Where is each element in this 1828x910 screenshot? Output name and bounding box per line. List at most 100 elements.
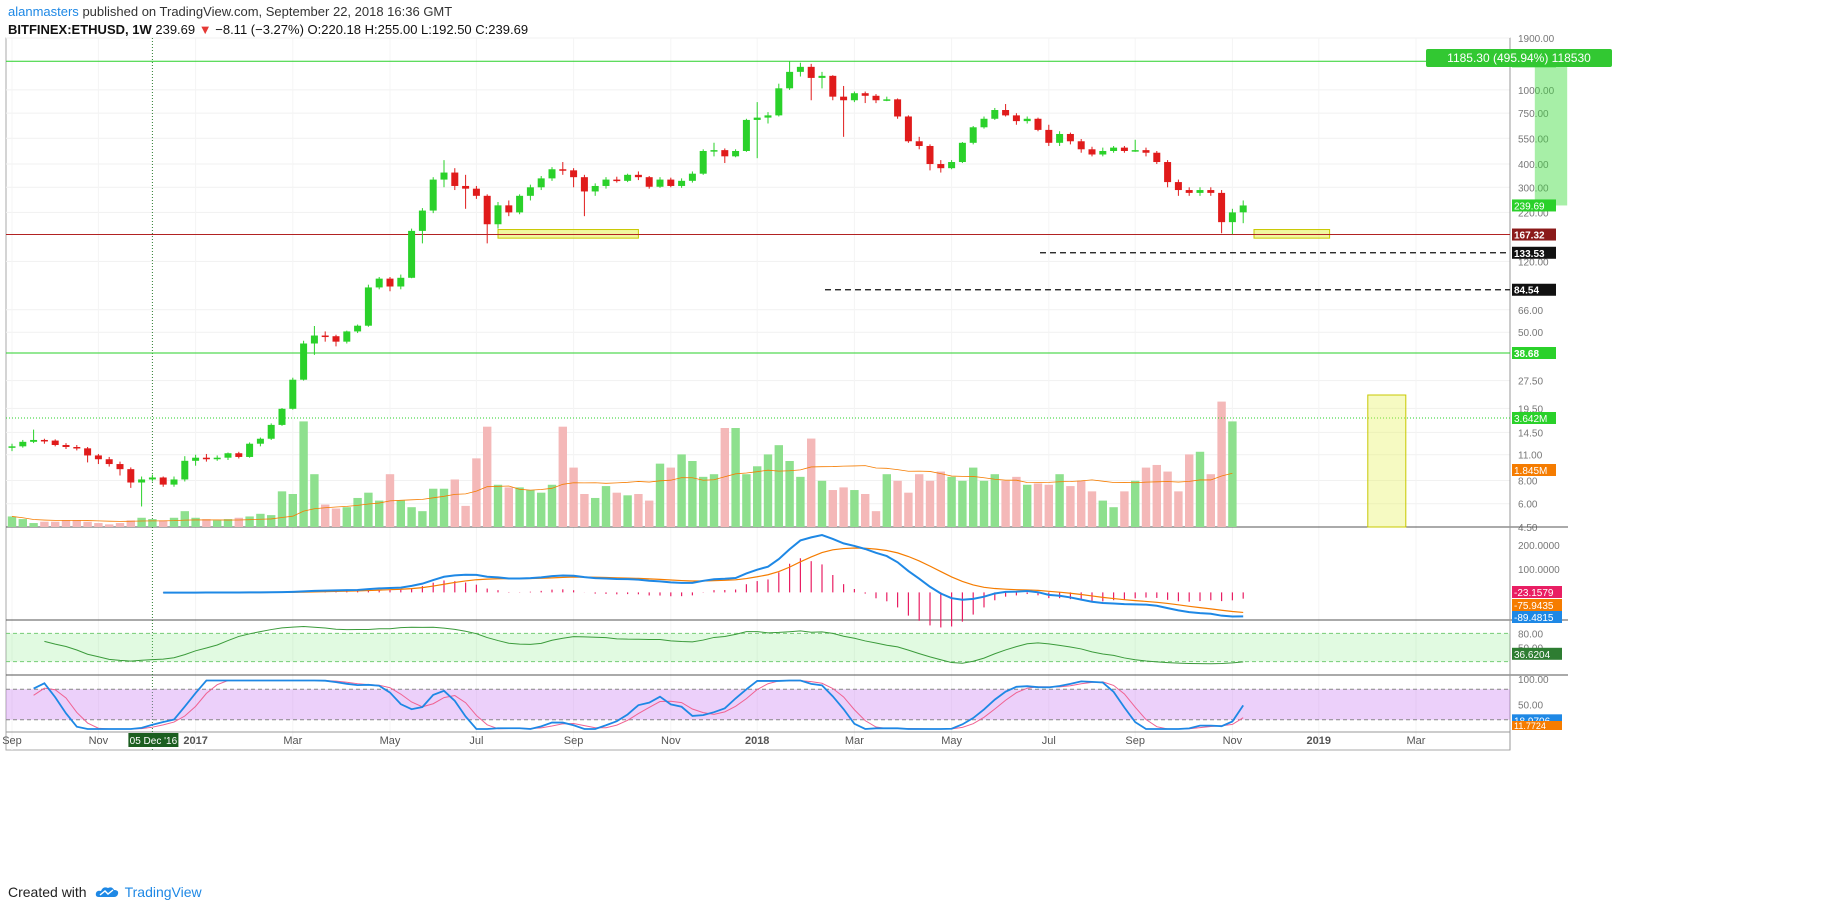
candle-body — [105, 459, 113, 465]
candle-body — [775, 88, 783, 116]
candle-body — [300, 343, 308, 380]
candle-body — [1131, 150, 1139, 152]
volume-bar — [526, 490, 535, 527]
symbol-name[interactable]: BITFINEX:ETHUSD, 1W — [8, 22, 152, 37]
publish-line: alanmasters published on TradingView.com… — [8, 4, 452, 19]
volume-bar — [742, 474, 751, 527]
chart-canvas[interactable]: 1900.00 1000.00 750.00 550.00 400.00 300.00 22… — [0, 0, 1828, 870]
candle-body — [926, 145, 934, 165]
candle-body — [19, 441, 27, 447]
volume-bar — [148, 519, 157, 527]
candle-body — [494, 205, 502, 225]
y-tick-label: 400.00 — [1518, 160, 1549, 171]
candle-body — [840, 96, 848, 101]
y-tick-label: 550.00 — [1518, 134, 1549, 145]
volume-bar — [774, 445, 783, 527]
macd-value-tag — [1512, 599, 1562, 611]
candle-body — [894, 99, 902, 117]
tradingview-logo[interactable]: TradingView — [95, 884, 202, 900]
stoch-value-label: 36.6204 — [1514, 650, 1551, 661]
volume-bar — [94, 523, 103, 527]
volume-bar — [1109, 507, 1118, 527]
volume-bar — [1120, 491, 1129, 527]
volume-bar — [925, 480, 935, 527]
x-tick-label: Nov — [89, 735, 109, 747]
ohlc-open: O:220.18 — [307, 22, 362, 37]
volume-bar — [882, 474, 891, 527]
author-link[interactable]: alanmasters — [8, 4, 79, 19]
candle-body — [202, 457, 210, 460]
volume-bar — [342, 507, 351, 527]
candle-body — [397, 277, 405, 287]
volume-bar — [871, 511, 881, 527]
candle-body — [159, 477, 167, 485]
macd-value-tag — [1512, 586, 1562, 598]
volume-bar — [634, 494, 643, 527]
footer: Created with TradingView — [8, 884, 202, 900]
candle-body — [483, 195, 491, 225]
y-tick-label: 6.00 — [1518, 500, 1538, 511]
volume-bar — [547, 484, 557, 527]
candle-body — [30, 439, 38, 442]
candle-body — [742, 119, 750, 151]
candle-body — [224, 453, 232, 458]
volume-ma-tag — [1512, 464, 1556, 476]
volume-bar — [785, 461, 794, 527]
ohlc-low: L:192.50 — [421, 22, 472, 37]
stoch-rsi-d-tag — [1512, 720, 1562, 730]
candle-body — [1142, 150, 1150, 153]
volume-bar — [299, 421, 308, 527]
volume-bar — [72, 520, 81, 527]
candle-body — [872, 95, 880, 101]
volume-bar — [159, 520, 168, 527]
volume-bar — [580, 494, 589, 527]
candle-body — [62, 445, 70, 447]
x-tick-label: 2018 — [745, 735, 769, 747]
candle-body — [51, 440, 59, 446]
candle-body — [710, 150, 718, 152]
candle-body — [40, 439, 48, 442]
candle-body — [192, 457, 200, 461]
candle-body — [505, 205, 513, 213]
x-tick-label: Sep — [2, 735, 22, 747]
candle-body — [980, 118, 988, 128]
x-tick-label: 2017 — [183, 735, 207, 747]
volume-bar — [18, 519, 27, 527]
candle-body — [1164, 162, 1172, 183]
volume-bar — [1098, 500, 1107, 527]
volume-bar — [288, 494, 297, 527]
volume-bar — [969, 467, 978, 527]
volume-bar — [612, 492, 621, 527]
y-tick-label: 1900.00 — [1518, 34, 1555, 45]
x-tick-label: 2019 — [1307, 735, 1331, 747]
candle-body — [1088, 149, 1096, 155]
created-with-text: Created with — [8, 884, 87, 900]
candle-body — [645, 177, 653, 187]
volume-bar — [515, 487, 524, 527]
volume-bar — [601, 486, 611, 527]
volume-last-label: 3.642M — [1514, 414, 1547, 425]
candle-body — [699, 150, 707, 174]
volume-bar — [731, 428, 740, 527]
volume-bar — [321, 504, 330, 527]
candle-body — [246, 443, 254, 457]
volume-bar — [450, 479, 459, 527]
candle-body — [688, 173, 696, 181]
level-price-label: 84.54 — [1514, 286, 1539, 297]
volume-bar — [1228, 421, 1237, 527]
symbol-line: BITFINEX:ETHUSD, 1W 239.69 ▼ −8.11 (−3.2… — [8, 22, 528, 37]
x-tick-label: Jul — [1042, 735, 1056, 747]
ohlc-high: H:255.00 — [364, 22, 418, 37]
volume-bar — [666, 467, 675, 527]
stoch-line — [44, 626, 1244, 665]
volume-bar — [331, 508, 341, 527]
volume-bar — [493, 484, 503, 527]
candle-body — [289, 379, 297, 409]
volume-bar — [310, 474, 319, 527]
x-tick-label: Jul — [469, 735, 483, 747]
x-tick-label: Mar — [1407, 735, 1426, 747]
volume-bar — [1044, 484, 1053, 527]
volume-bar — [1012, 476, 1021, 527]
candle-body — [321, 335, 329, 338]
candle-body — [883, 99, 891, 101]
